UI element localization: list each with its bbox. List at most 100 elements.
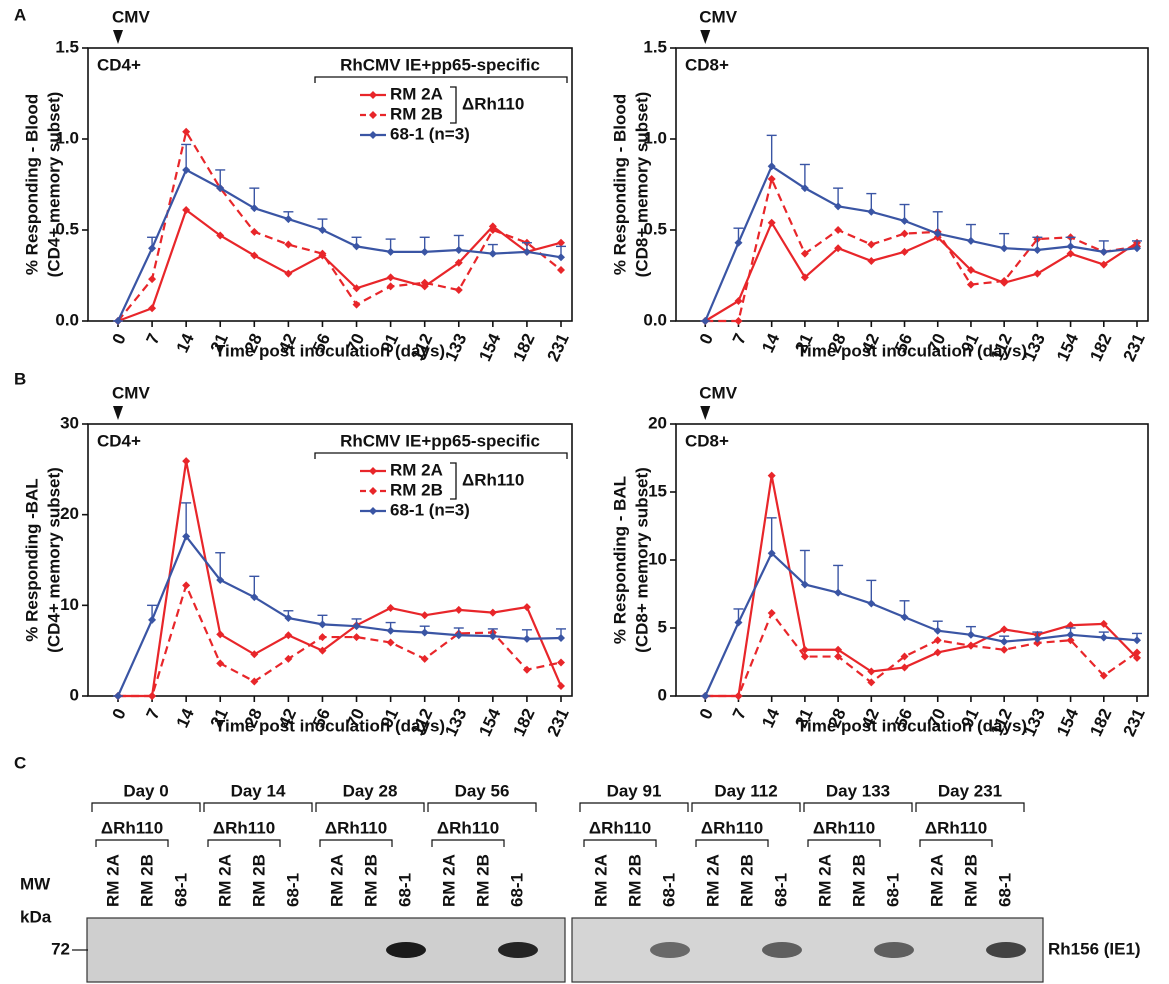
data-point bbox=[250, 228, 258, 236]
lane-label: RM 2A bbox=[815, 854, 834, 907]
legend-label: 68-1 (n=3) bbox=[390, 124, 470, 143]
x-tick-label: 154 bbox=[1053, 705, 1082, 739]
data-point bbox=[901, 663, 909, 671]
blot-right bbox=[572, 918, 1043, 982]
error-bar bbox=[181, 503, 191, 537]
subgroup-label: ΔRh110 bbox=[437, 818, 499, 837]
data-point bbox=[182, 581, 190, 589]
data-point bbox=[421, 629, 429, 637]
corner-label: CD4+ bbox=[97, 55, 141, 74]
data-point bbox=[114, 692, 122, 700]
x-tick-label: 14 bbox=[758, 330, 783, 356]
series-line bbox=[118, 585, 561, 696]
blot-band bbox=[386, 942, 426, 958]
y-tick-label: 30 bbox=[60, 413, 79, 432]
legend-marker bbox=[369, 131, 377, 139]
data-point bbox=[148, 304, 156, 312]
lane-label: 68-1 bbox=[507, 873, 526, 907]
data-point bbox=[318, 620, 326, 628]
y-axis-title: % Responding -BAL bbox=[22, 478, 41, 641]
x-axis-title: Time post inoculation (days) bbox=[215, 716, 445, 735]
legend-label: RM 2A bbox=[390, 84, 443, 103]
legend-marker bbox=[369, 507, 377, 515]
data-point bbox=[421, 248, 429, 256]
subgroup-bracket bbox=[432, 840, 504, 847]
data-point bbox=[421, 611, 429, 619]
unit-label: kDa bbox=[20, 907, 52, 926]
subgroup-label: ΔRh110 bbox=[213, 818, 275, 837]
data-point bbox=[387, 282, 395, 290]
data-point bbox=[901, 248, 909, 256]
subgroup-label: ΔRh110 bbox=[325, 818, 387, 837]
lane-label: RM 2A bbox=[327, 854, 346, 907]
lane-label: RM 2A bbox=[703, 854, 722, 907]
series-line bbox=[118, 461, 561, 696]
data-point bbox=[216, 659, 224, 667]
lane-label: RM 2B bbox=[249, 854, 268, 907]
annotation-arrow bbox=[700, 30, 710, 44]
subgroup-label: ΔRh110 bbox=[701, 818, 763, 837]
data-point bbox=[557, 634, 565, 642]
lane-label: RM 2B bbox=[625, 854, 644, 907]
data-point bbox=[934, 636, 942, 644]
day-label: Day 231 bbox=[938, 781, 1002, 800]
data-point bbox=[489, 250, 497, 258]
subgroup-bracket bbox=[584, 840, 656, 847]
x-tick-label: 231 bbox=[1119, 331, 1148, 365]
data-point bbox=[182, 166, 190, 174]
day-bracket bbox=[916, 803, 1024, 812]
data-point bbox=[148, 616, 156, 624]
x-tick-label: 0 bbox=[696, 331, 717, 348]
data-point bbox=[934, 627, 942, 635]
data-point bbox=[1100, 634, 1108, 642]
x-tick-label: 182 bbox=[509, 331, 538, 365]
data-point bbox=[1000, 244, 1008, 252]
legend-label: RM 2B bbox=[390, 480, 443, 499]
y-tick-label: 20 bbox=[648, 413, 667, 432]
y-axis-title: % Responding - Blood bbox=[610, 94, 629, 275]
blot-band bbox=[498, 942, 538, 958]
day-bracket bbox=[428, 803, 536, 812]
legend-bracket bbox=[315, 453, 567, 459]
subgroup-bracket bbox=[208, 840, 280, 847]
error-bar bbox=[833, 565, 843, 592]
legend-label: RM 2B bbox=[390, 104, 443, 123]
y-tick-label: 0.0 bbox=[55, 310, 79, 329]
y-axis-title: % Responding - Blood bbox=[22, 94, 41, 275]
corner-label: CD8+ bbox=[685, 55, 729, 74]
y-axis-title: (CD4+ memory subset) bbox=[44, 92, 63, 278]
lane-label: 68-1 bbox=[883, 873, 902, 907]
subgroup-label: ΔRh110 bbox=[925, 818, 987, 837]
lane-label: 68-1 bbox=[995, 873, 1014, 907]
data-point bbox=[734, 619, 742, 627]
data-point bbox=[867, 600, 875, 608]
error-bar bbox=[767, 518, 777, 553]
error-bar bbox=[767, 135, 777, 166]
series-line bbox=[705, 476, 1137, 696]
group-label: ΔRh110 bbox=[462, 470, 524, 489]
lane-label: RM 2B bbox=[849, 854, 868, 907]
data-point bbox=[489, 609, 497, 617]
plot-frame bbox=[88, 424, 572, 696]
day-label: Day 112 bbox=[714, 781, 777, 800]
plot-frame bbox=[88, 48, 572, 321]
data-point bbox=[557, 658, 565, 666]
subgroup-bracket bbox=[808, 840, 880, 847]
data-point bbox=[1000, 646, 1008, 654]
blot-band bbox=[986, 942, 1026, 958]
data-point bbox=[557, 682, 565, 690]
legend-bracket bbox=[315, 77, 567, 83]
blot-band bbox=[650, 942, 690, 958]
y-axis-title: (CD8+ memory subset) bbox=[632, 467, 651, 653]
x-tick-label: 14 bbox=[758, 705, 783, 731]
series-line bbox=[118, 170, 561, 321]
data-point bbox=[284, 241, 292, 249]
data-point bbox=[901, 217, 909, 225]
data-point bbox=[834, 226, 842, 234]
data-point bbox=[768, 609, 776, 617]
y-axis-title: (CD8+ memory subset) bbox=[632, 92, 651, 278]
data-point bbox=[967, 631, 975, 639]
corner-label: CD8+ bbox=[685, 431, 729, 450]
x-tick-label: 7 bbox=[143, 706, 164, 723]
blot-band bbox=[762, 942, 802, 958]
